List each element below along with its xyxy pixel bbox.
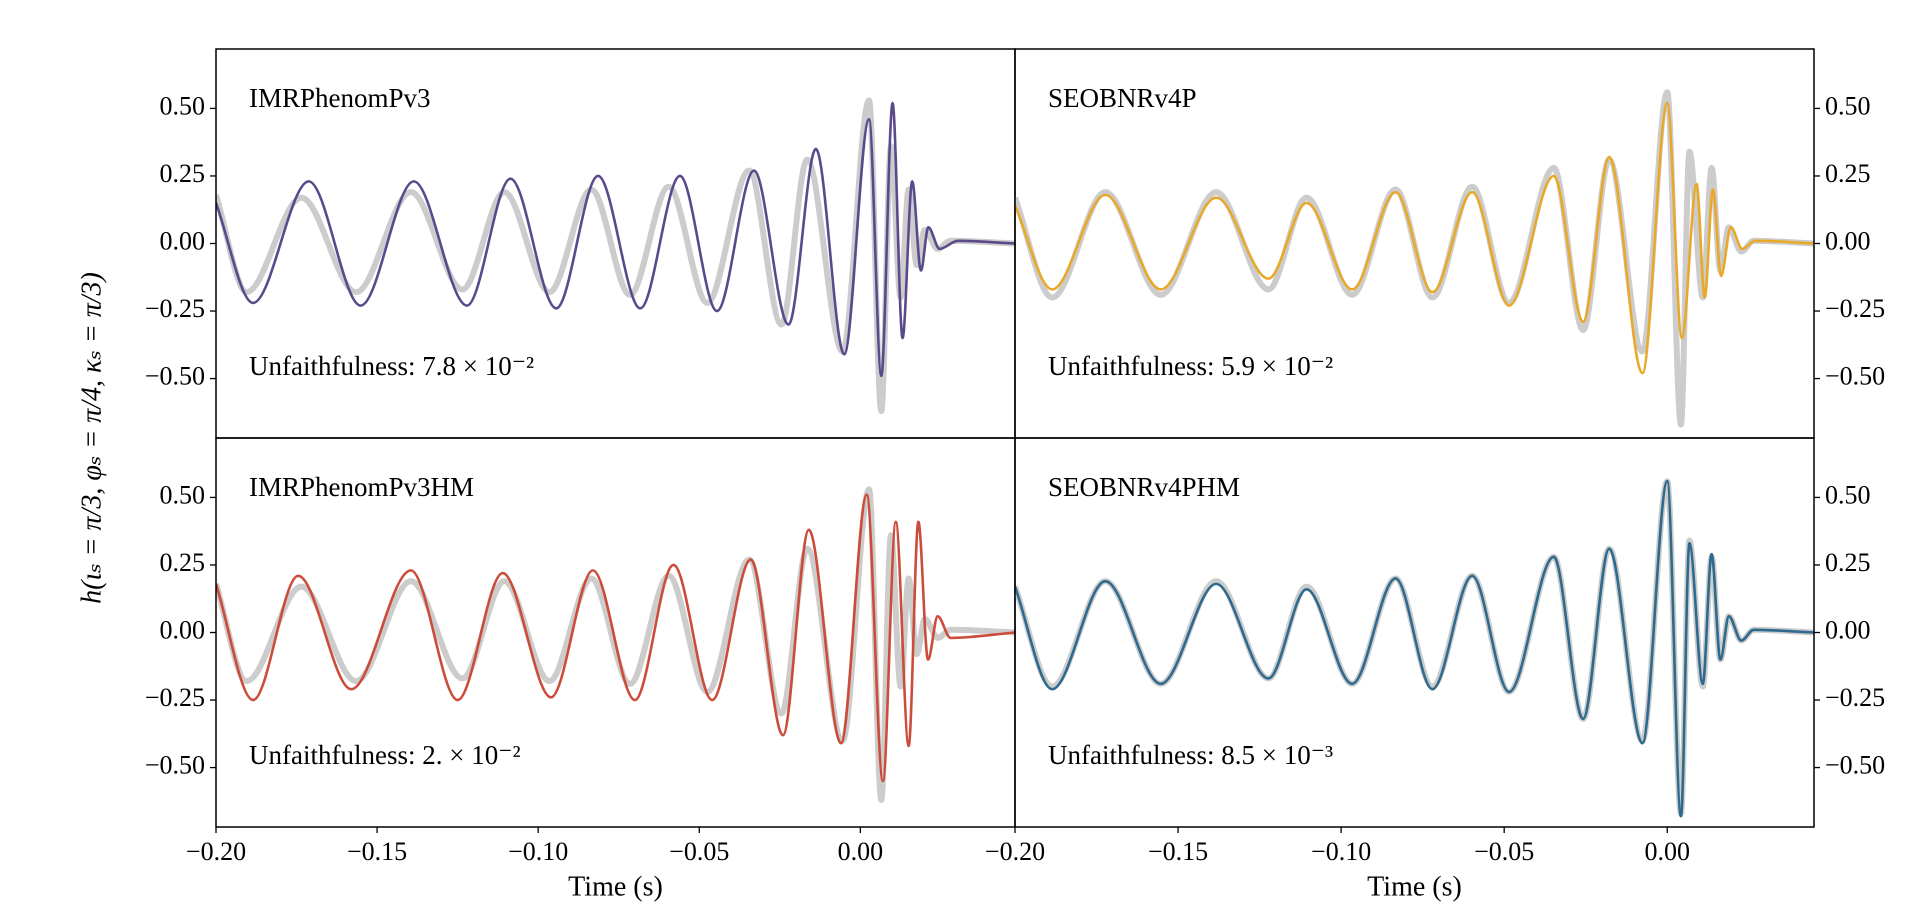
y-tick-label: −0.50 xyxy=(1825,751,1885,780)
plot-area xyxy=(216,486,1015,803)
panel-title: IMRPhenomPv3HM xyxy=(249,472,474,502)
y-tick-label: 0.25 xyxy=(160,159,206,188)
panel: −0.50 −0.25 0.00 0.25 0.50 −0.20 −0.15 −0.10 −0.… xyxy=(145,437,1016,902)
panel: −0.50 −0.25 0.00 0.25 0.50 SEOBNRv4P Unfaithfu… xyxy=(1014,48,1885,439)
x-tick-label: −0.05 xyxy=(669,837,729,866)
y-tick-label: 0.00 xyxy=(160,615,206,644)
x-tick-label: −0.15 xyxy=(347,837,407,866)
y-tick-label: −0.25 xyxy=(1825,294,1885,323)
y-tick-label: −0.50 xyxy=(1825,362,1885,391)
panel-title: SEOBNRv4PHM xyxy=(1048,472,1240,502)
x-axis-label: Time (s) xyxy=(1367,871,1462,902)
plot-area xyxy=(1015,478,1814,818)
y-tick-label: −0.25 xyxy=(1825,683,1885,712)
x-tick-label: 0.00 xyxy=(838,837,884,866)
y-tick-label: 0.00 xyxy=(1825,615,1871,644)
panel-title: SEOBNRv4P xyxy=(1048,83,1197,113)
x-tick-label: −0.10 xyxy=(508,837,568,866)
y-tick-label: 0.50 xyxy=(1825,91,1871,120)
panel-title: IMRPhenomPv3 xyxy=(249,83,431,113)
waveform-line xyxy=(1015,479,1814,818)
y-tick-label: −0.25 xyxy=(145,683,205,712)
y-tick-label: −0.50 xyxy=(145,362,205,391)
waveform-line xyxy=(216,97,1015,414)
y-tick-label: 0.50 xyxy=(160,91,206,120)
panel: −0.50 −0.25 0.00 0.25 0.50 IMRPhenomPv3 Unfait… xyxy=(76,48,1016,604)
waveform-line xyxy=(216,101,1015,378)
waveform-line xyxy=(1015,101,1814,375)
y-tick-label: 0.00 xyxy=(1825,226,1871,255)
x-tick-label: −0.10 xyxy=(1311,837,1371,866)
y-axis-label: h(ιₛ = π/3, φₛ = π/4, κₛ = π/3) xyxy=(76,272,107,604)
y-tick-label: 0.25 xyxy=(1825,159,1871,188)
x-tick-label: −0.05 xyxy=(1474,837,1534,866)
plot-area xyxy=(1015,89,1814,428)
x-tick-label: −0.20 xyxy=(186,837,246,866)
y-tick-label: −0.25 xyxy=(145,294,205,323)
unfaithfulness-label: Unfaithfulness: 8.5 × 10⁻³ xyxy=(1048,740,1333,770)
y-tick-label: 0.25 xyxy=(1825,548,1871,577)
y-tick-label: 0.00 xyxy=(160,226,206,255)
x-tick-label: −0.20 xyxy=(985,837,1045,866)
plot-area xyxy=(216,97,1015,414)
unfaithfulness-label: Unfaithfulness: 2. × 10⁻² xyxy=(249,740,521,770)
unfaithfulness-label: Unfaithfulness: 7.8 × 10⁻² xyxy=(249,351,534,381)
y-tick-label: 0.50 xyxy=(160,480,206,509)
y-tick-label: 0.50 xyxy=(1825,480,1871,509)
unfaithfulness-label: Unfaithfulness: 5.9 × 10⁻² xyxy=(1048,351,1333,381)
x-tick-label: 0.00 xyxy=(1644,837,1690,866)
waveform-line xyxy=(216,493,1015,783)
x-tick-label: −0.15 xyxy=(1148,837,1208,866)
x-axis-label: Time (s) xyxy=(568,871,663,902)
y-tick-label: −0.50 xyxy=(145,751,205,780)
y-tick-label: 0.25 xyxy=(160,548,206,577)
panel: −0.50 −0.25 0.00 0.25 0.50 −0.20 −0.15 −0.10 −0.… xyxy=(985,437,1885,902)
